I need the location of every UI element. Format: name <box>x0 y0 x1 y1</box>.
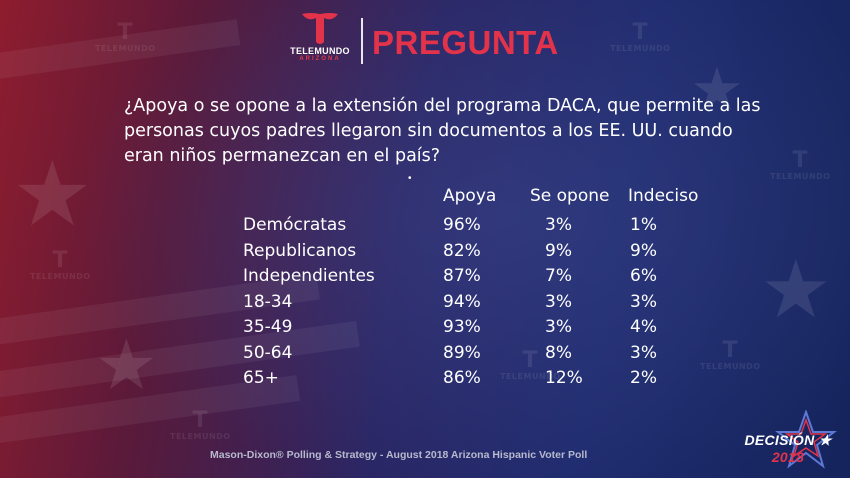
telemundo-logo: TELEMUNDO ARIZONA <box>285 10 355 62</box>
table-cell: 8% <box>545 342 572 363</box>
question-text: ¿Apoya o se opone a la extensión del pro… <box>124 96 761 166</box>
watermark-logo-icon: T TELEMUNDO <box>500 348 561 382</box>
telemundo-logo-icon <box>302 13 338 44</box>
brand-region: ARIZONA <box>299 56 341 62</box>
table-cell: 3% <box>545 291 572 312</box>
election-year: 2018 <box>771 449 805 465</box>
table-cell: 7% <box>545 266 572 286</box>
watermark-logo-icon: T TELEMUNDO <box>170 408 231 442</box>
background-star-icon: ★ <box>95 326 158 404</box>
watermark-logo-icon: T TELEMUNDO <box>610 20 671 54</box>
table-cell: 4% <box>630 317 657 337</box>
column-header: Indeciso <box>628 186 699 206</box>
table-cell: 3% <box>545 317 572 337</box>
header-divider <box>361 18 363 64</box>
watermark-logo-icon: T TELEMUNDO <box>770 148 831 182</box>
table-cell: 6% <box>630 266 657 286</box>
table-cell: 86% <box>443 368 481 388</box>
row-label: 65+ <box>243 368 279 388</box>
election-badge: DECISIÓN ★ 2018 <box>736 410 840 470</box>
background-star-icon: ★ <box>760 245 832 334</box>
table-cell: 9% <box>545 240 572 261</box>
star-icon <box>775 410 837 469</box>
bullet: • <box>408 173 412 184</box>
header-label: PREGUNTA <box>372 24 559 61</box>
table-cell: 3% <box>630 342 657 363</box>
table-cell: 93% <box>443 317 481 337</box>
column-header: Se opone <box>530 186 610 206</box>
table-cell: 82% <box>443 240 481 261</box>
column-header: Apoya <box>443 186 497 206</box>
table-cell: 89% <box>443 342 481 363</box>
background-star-icon: ★ <box>690 56 744 123</box>
table-cell: 3% <box>630 291 657 312</box>
table-cell: 2% <box>630 368 657 388</box>
table-cell: 87% <box>443 266 481 286</box>
table-cell: 9% <box>630 240 657 261</box>
watermark-logo-icon: T TELEMUNDO <box>700 338 761 372</box>
row-label: 50-64 <box>243 342 293 363</box>
row-label: 35-49 <box>243 317 293 337</box>
row-label: Independientes <box>243 266 375 286</box>
watermark-logo-icon: T TELEMUNDO <box>95 20 156 54</box>
background-star-icon: ★ <box>12 145 93 245</box>
table-cell: 1% <box>630 215 657 235</box>
table-cell: 96% <box>443 215 481 235</box>
election-label: DECISIÓN ★ 2018 <box>744 432 832 465</box>
table-cell: 12% <box>545 368 583 388</box>
watermark-logo-icon: T TELEMUNDO <box>30 248 91 282</box>
row-label: Republicanos <box>243 240 357 261</box>
election-word: DECISIÓN <box>744 432 815 448</box>
brand-name: TELEMUNDO <box>290 46 350 56</box>
source-footer: Mason-Dixon® Polling & Strategy - August… <box>210 449 588 461</box>
table-cell: 94% <box>443 291 481 312</box>
row-label: 18-34 <box>243 291 293 312</box>
table-cell: 3% <box>545 215 572 235</box>
row-label: Demócratas <box>243 215 347 235</box>
